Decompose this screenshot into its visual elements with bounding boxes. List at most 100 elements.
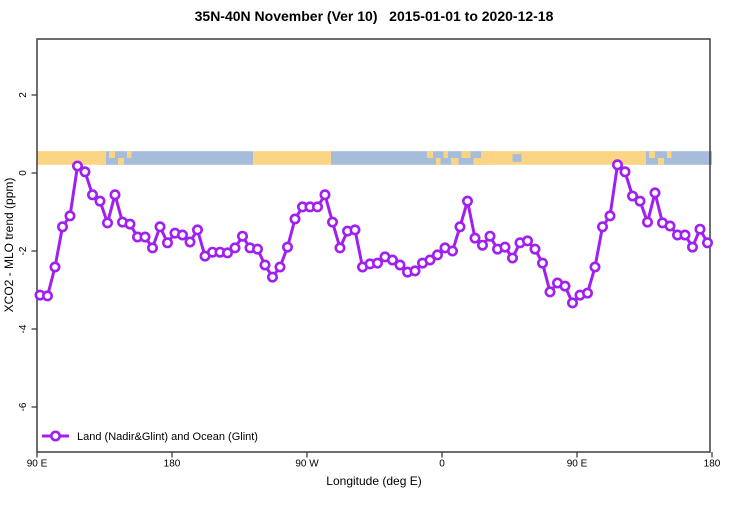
data-point	[72, 160, 84, 172]
data-point	[641, 216, 653, 228]
land-ocean-map-strip	[37, 151, 712, 165]
data-point	[64, 210, 76, 222]
y-tick-label: -2	[18, 246, 29, 255]
plot-frame	[36, 38, 711, 453]
data-point	[229, 242, 241, 254]
map-strip-ocean-segment	[331, 151, 490, 165]
x-tick-label: 0	[439, 459, 445, 470]
data-point	[139, 231, 151, 243]
data-point	[49, 261, 61, 273]
map-strip-ocean-segment	[638, 151, 712, 165]
map-strip-land-patch	[638, 151, 646, 165]
data-point	[649, 187, 661, 199]
map-strip-land-patch	[481, 151, 490, 165]
data-point	[102, 217, 114, 229]
data-point	[529, 243, 541, 255]
legend: Land (Nadir&Glint) and Ocean (Glint)	[42, 430, 258, 443]
data-point	[679, 229, 691, 241]
y-tick-label: 0	[18, 170, 29, 176]
data-point	[701, 237, 713, 249]
data-series	[34, 159, 713, 309]
axis-ticks: 90 E 180 90 W 0 90 E 180 2 0 -2 -4 -6	[18, 92, 721, 470]
data-point	[266, 271, 278, 283]
data-point	[461, 195, 473, 207]
data-point	[311, 201, 323, 213]
data-point	[536, 257, 548, 269]
map-strip-land-patch	[436, 157, 441, 165]
data-point	[371, 257, 383, 269]
data-point	[619, 166, 631, 178]
y-axis-label: XCO2 - MLO trend (ppm)	[2, 178, 16, 313]
map-strip-land-patch	[118, 157, 124, 165]
data-point	[626, 190, 638, 202]
data-point	[177, 229, 189, 241]
data-point	[424, 254, 436, 266]
data-point	[589, 261, 601, 273]
x-axis-label: Longitude (deg E)	[326, 474, 421, 488]
data-point	[281, 241, 293, 253]
x-tick-label: 90 E	[27, 459, 48, 470]
map-strip-ocean-segment	[98, 151, 253, 165]
legend-circle-marker	[49, 430, 61, 442]
data-point	[409, 265, 421, 277]
data-point	[162, 237, 174, 249]
x-tick-label: 180	[164, 459, 181, 470]
map-strip-land-patch	[109, 151, 115, 158]
data-point	[87, 189, 99, 201]
map-strip-land-patch	[127, 151, 132, 158]
y-tick-label: 2	[18, 92, 29, 98]
map-strip-land-segment	[490, 151, 639, 165]
data-point	[476, 239, 488, 251]
data-point	[566, 297, 578, 309]
data-point	[56, 221, 68, 233]
map-strip-land-segment	[253, 151, 331, 165]
data-point	[484, 230, 496, 242]
data-point	[394, 259, 406, 271]
data-point	[469, 232, 481, 244]
data-point	[386, 254, 398, 266]
data-point	[252, 243, 264, 255]
data-point	[506, 252, 518, 264]
x-tick-label: 90 E	[567, 459, 588, 470]
map-strip-land-patch	[667, 151, 672, 158]
y-tick-label: -6	[18, 402, 29, 411]
data-point	[431, 249, 443, 261]
data-point	[274, 261, 286, 273]
data-point	[581, 287, 593, 299]
data-point	[604, 210, 616, 222]
data-point	[109, 189, 121, 201]
data-point	[544, 286, 556, 298]
data-point	[521, 235, 533, 247]
data-point	[41, 290, 53, 302]
data-point	[499, 241, 511, 253]
data-point	[222, 247, 234, 259]
map-strip-land-patch	[443, 151, 448, 158]
data-point	[94, 195, 106, 207]
data-point	[259, 259, 271, 271]
data-point	[611, 159, 623, 171]
data-point	[349, 224, 361, 236]
map-strip-land-segment	[37, 151, 99, 165]
data-point	[326, 216, 338, 228]
data-point	[664, 220, 676, 232]
data-point	[686, 241, 698, 253]
data-point	[147, 242, 159, 254]
map-strip-land-patch	[649, 151, 655, 158]
data-point	[319, 189, 331, 201]
map-strip-land-patch	[98, 151, 106, 165]
legend-label: Land (Nadir&Glint) and Ocean (Glint)	[77, 431, 258, 443]
map-strip-land-patch	[461, 151, 471, 158]
data-point	[454, 221, 466, 233]
x-tick-label: 180	[704, 459, 721, 470]
data-point	[124, 218, 136, 230]
y-tick-label: -4	[18, 324, 29, 333]
data-point	[237, 230, 249, 242]
data-point	[192, 224, 204, 236]
map-strip-land-patch	[451, 157, 459, 165]
data-point	[446, 245, 458, 257]
data-point	[79, 166, 91, 178]
chart-title: 35N-40N November (Ver 10) 2015-01-01 to …	[195, 8, 554, 24]
data-point	[694, 223, 706, 235]
data-point	[634, 195, 646, 207]
